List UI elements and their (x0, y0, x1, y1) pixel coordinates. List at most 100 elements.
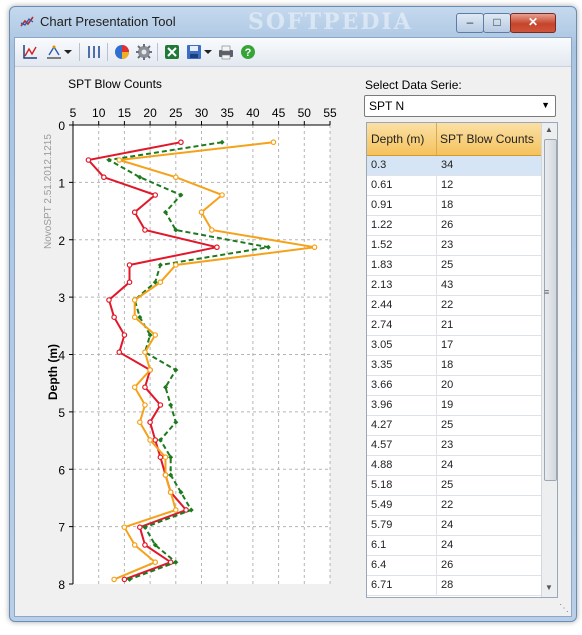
table-row[interactable]: 2.74 21 (367, 316, 541, 336)
cell-spt[interactable]: 23 (441, 239, 454, 251)
cell-depth[interactable]: 5.18 (371, 479, 393, 491)
cell-spt[interactable]: 18 (441, 199, 454, 211)
chart-axes-icon[interactable] (21, 43, 39, 61)
table-row[interactable]: 6.71 28 (367, 576, 541, 596)
table-row[interactable]: 4.27 25 (367, 416, 541, 436)
cell-spt[interactable]: 24 (441, 539, 454, 551)
cell-depth[interactable]: 0.3 (371, 159, 387, 171)
cell-depth[interactable]: 0.91 (371, 199, 393, 211)
cell-depth[interactable]: 3.35 (371, 359, 393, 371)
cell-depth[interactable]: 3.96 (371, 399, 393, 411)
cell-depth[interactable]: 3.05 (371, 339, 393, 351)
table-row[interactable]: 1.83 25 (367, 256, 541, 276)
title-bar[interactable]: Chart Presentation Tool SOFTPEDIA – □ ✕ (10, 7, 576, 37)
cell-depth[interactable]: 2.44 (371, 299, 393, 311)
dropdown-arrow-icon[interactable] (203, 43, 213, 61)
cell-spt[interactable]: 28 (441, 579, 454, 591)
cell-depth[interactable]: 6.71 (371, 579, 393, 591)
resize-grip-icon[interactable]: ⋱ (559, 603, 569, 614)
table-row[interactable]: 4.88 24 (367, 456, 541, 476)
table-row[interactable]: 1.52 23 (367, 236, 541, 256)
cell-spt[interactable]: 22 (441, 299, 454, 311)
data-point (137, 419, 143, 426)
cell-depth[interactable]: 3.66 (371, 379, 393, 391)
cell-depth[interactable]: 5.79 (371, 519, 393, 531)
scale-icon[interactable] (45, 43, 63, 61)
cell-spt[interactable]: 25 (441, 419, 454, 431)
cell-depth[interactable]: 6.4 (371, 559, 387, 571)
cell-spt[interactable]: 18 (441, 359, 454, 371)
maximize-button[interactable]: □ (483, 13, 511, 33)
cell-depth[interactable]: 2.74 (371, 319, 393, 331)
table-row[interactable]: 6.1 24 (367, 536, 541, 556)
table-row[interactable]: 3.96 19 (367, 396, 541, 416)
table-row[interactable]: 0.3 34 (367, 156, 541, 176)
cell-depth[interactable]: 5.49 (371, 499, 393, 511)
data-point (152, 192, 159, 198)
column-header-spt[interactable]: SPT Blow Counts (440, 132, 534, 146)
cell-spt[interactable]: 43 (441, 279, 454, 291)
scroll-up-icon[interactable]: ▲ (545, 125, 553, 134)
column-header-depth[interactable]: Depth (m) (371, 132, 425, 146)
scroll-down-icon[interactable]: ▼ (545, 583, 553, 592)
cell-spt[interactable]: 26 (441, 559, 454, 571)
print-icon[interactable] (217, 43, 235, 61)
table-row[interactable]: 2.13 43 (367, 276, 541, 296)
table-row[interactable]: 5.49 22 (367, 496, 541, 516)
dropdown-arrow-icon[interactable] (63, 43, 73, 61)
y-tick-label: 7 (58, 521, 65, 535)
data-series-select[interactable]: SPT N ▼ (364, 95, 556, 117)
table-scrollbar[interactable]: ▲ ≡ ▼ (541, 123, 557, 597)
cell-spt[interactable]: 20 (441, 379, 454, 391)
cell-spt[interactable]: 26 (441, 219, 454, 231)
cell-depth[interactable]: 4.27 (371, 419, 393, 431)
data-point (168, 472, 174, 478)
cell-spt[interactable]: 17 (441, 339, 454, 351)
table-row[interactable]: 1.22 26 (367, 216, 541, 236)
x-tick-label: 10 (92, 106, 106, 120)
cell-depth[interactable]: 1.83 (371, 259, 393, 271)
help-icon[interactable]: ? (239, 43, 257, 61)
cell-spt[interactable]: 24 (441, 519, 454, 531)
cell-spt[interactable]: 19 (441, 399, 454, 411)
columns-icon[interactable] (85, 43, 103, 61)
cell-depth[interactable]: 2.13 (371, 279, 393, 291)
pie-chart-icon[interactable] (113, 43, 131, 61)
cell-spt[interactable]: 24 (441, 459, 454, 471)
table-row[interactable]: 0.91 18 (367, 196, 541, 216)
cell-depth[interactable]: 0.61 (371, 179, 393, 191)
cell-depth[interactable]: 4.57 (371, 439, 393, 451)
table-row[interactable]: 3.05 17 (367, 336, 541, 356)
version-label: NovoSPT 2.51.2012.1215 (43, 134, 54, 249)
cell-spt[interactable]: 22 (441, 499, 454, 511)
table-row[interactable]: 0.61 12 (367, 176, 541, 196)
cell-spt[interactable]: 34 (441, 159, 454, 171)
cell-spt[interactable]: 25 (441, 479, 454, 491)
cell-spt[interactable]: 21 (441, 319, 454, 331)
data-point (131, 297, 138, 303)
table-row[interactable]: 3.66 20 (367, 376, 541, 396)
data-point (121, 576, 128, 583)
gear-icon[interactable] (135, 43, 153, 61)
cell-depth[interactable]: 1.52 (371, 239, 393, 251)
table-row[interactable]: 5.18 25 (367, 476, 541, 496)
close-button[interactable]: ✕ (510, 13, 556, 33)
table-row[interactable]: 6.4 26 (367, 556, 541, 576)
cell-spt[interactable]: 25 (441, 259, 454, 271)
scrollbar-thumb[interactable] (544, 139, 557, 481)
cell-spt[interactable]: 23 (441, 439, 454, 451)
data-table[interactable]: Depth (m) SPT Blow Counts 0.3 34 0.61 12 0.9… (366, 122, 558, 598)
table-row[interactable]: 5.79 24 (367, 516, 541, 536)
minimize-button[interactable]: – (456, 13, 484, 33)
table-row[interactable]: 2.44 22 (367, 296, 541, 316)
cell-depth[interactable]: 6.1 (371, 539, 387, 551)
data-point (126, 262, 133, 268)
cell-depth[interactable]: 4.88 (371, 459, 393, 471)
cell-spt[interactable]: 12 (441, 179, 454, 191)
excel-icon[interactable] (163, 43, 181, 61)
cell-depth[interactable]: 1.22 (371, 219, 393, 231)
table-row[interactable]: 4.57 23 (367, 436, 541, 456)
save-icon[interactable] (185, 43, 203, 61)
table-row[interactable]: 3.35 18 (367, 356, 541, 376)
